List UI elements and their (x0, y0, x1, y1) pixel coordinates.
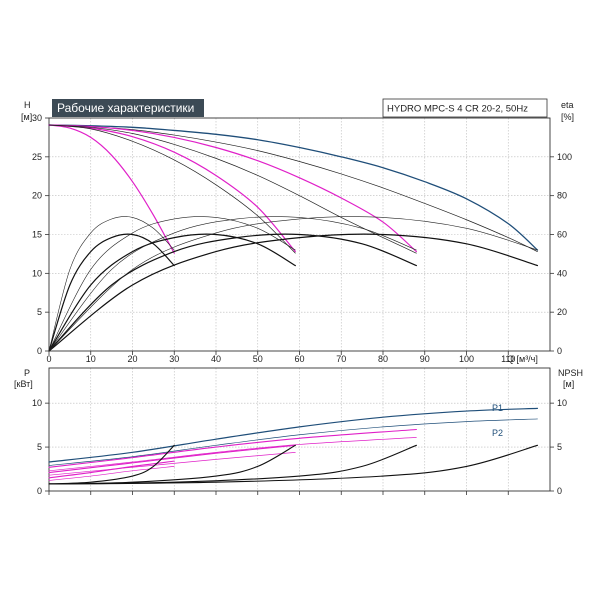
p-tick-label: 0 (37, 486, 42, 496)
q-tick-label: 30 (169, 354, 179, 364)
power-npsh-grid (48, 368, 550, 495)
curve-eta-3-thin (48, 216, 417, 352)
curve-head-max (48, 124, 539, 251)
head-eta-plot: 0 10 20 30 40 50 60 70 80 90 100 110 0 5 10 15 20 25 30 0… (21, 98, 574, 364)
curve-head-3 (48, 124, 417, 253)
curve-head-red-2 (48, 124, 296, 254)
q-tick-label: 0 (46, 354, 51, 364)
q-tick-label: 50 (253, 354, 263, 364)
eta-axis-label: eta (561, 100, 574, 110)
curve-p1 (48, 407, 539, 463)
eta-tick-label: 0 (557, 346, 562, 356)
curve-eta-1-thin (48, 216, 175, 352)
curve-eta-2 (48, 233, 296, 352)
h-tick-label: 30 (32, 113, 42, 123)
npsh-axis-ticks: 0 5 10 (550, 398, 567, 496)
q-tick-label: 40 (211, 354, 221, 364)
h-axis-label: H (24, 100, 31, 110)
power-npsh-curves (48, 407, 539, 485)
h-tick-label: 5 (37, 307, 42, 317)
model-label: HYDRO MPC-S 4 CR 20-2, 50Hz (387, 104, 528, 115)
curve-p2 (48, 418, 538, 466)
chart-title: Рабочие характеристики (57, 101, 194, 115)
q-tick-label: 70 (336, 354, 346, 364)
q-tick-label: 110 (501, 354, 515, 364)
curve-p1-3 (48, 428, 417, 468)
npsh-tick-label: 5 (557, 442, 562, 452)
h-tick-label: 15 (32, 230, 42, 240)
q-tick-label: 60 (294, 354, 304, 364)
eta-tick-label: 100 (557, 152, 572, 162)
npsh-tick-label: 10 (557, 398, 567, 408)
curve-p1-1 (48, 460, 175, 479)
curve-p2-1 (48, 466, 175, 481)
curve-head-red-4 (48, 124, 538, 252)
q-tick-label: 80 (378, 354, 388, 364)
q-tick-label: 10 (86, 354, 96, 364)
eta-tick-label: 80 (557, 191, 567, 201)
curve-npsh-4 (48, 444, 539, 485)
q-tick-label: 100 (459, 354, 474, 364)
p-axis-unit: [кВт] (14, 379, 33, 389)
chart-title-box (52, 99, 204, 117)
head-eta-curves (48, 124, 539, 352)
p-tick-label: 10 (32, 398, 42, 408)
curve-eta-2-thin (48, 216, 296, 352)
h-tick-label: 25 (32, 152, 42, 162)
eta-tick-label: 60 (557, 230, 567, 240)
q-axis-label: Q [м³/ч] (507, 354, 538, 364)
curve-eta-4-thin (48, 216, 538, 352)
h-tick-label: 20 (32, 191, 42, 201)
curve-eta-1 (48, 233, 175, 352)
eta-tick-label: 40 (557, 268, 567, 278)
q-tick-label: 90 (420, 354, 430, 364)
h-axis-unit: [м] (21, 112, 32, 122)
npsh-axis-unit: [м] (563, 379, 574, 389)
curve-eta-3 (48, 233, 417, 352)
eta-tick-label: 20 (557, 307, 567, 317)
eta-axis-ticks: 0 20 40 60 80 100 (550, 152, 572, 356)
curve-p1-2 (48, 444, 296, 474)
curve-head-2 (48, 124, 296, 253)
curve-head-1 (48, 124, 175, 254)
curve-p2-3 (48, 437, 417, 472)
h-tick-label: 10 (32, 268, 42, 278)
q-tick-label: 20 (127, 354, 137, 364)
power-npsh-frame (48, 367, 551, 492)
h-axis-ticks: 0 5 10 15 20 25 30 (32, 113, 49, 356)
x-axis-ticks: 0 10 20 30 40 50 60 70 80 90 100 110 (46, 351, 515, 364)
curve-eta-4 (48, 233, 539, 352)
eta-axis-unit: [%] (561, 112, 574, 122)
curve-p2-2 (48, 451, 296, 476)
npsh-axis-label: NPSH (558, 368, 583, 378)
h-tick-label: 0 (37, 346, 42, 356)
p-axis-label: P (24, 368, 30, 378)
npsh-tick-label: 0 (557, 486, 562, 496)
series-label-p1: P1 (492, 403, 503, 413)
series-label-p2: P2 (492, 428, 503, 438)
p-tick-label: 5 (37, 442, 42, 452)
curve-head-red-3 (48, 124, 417, 254)
model-label-box (382, 98, 548, 118)
p-axis-ticks: 0 5 10 (32, 398, 49, 496)
power-npsh-plot: 0 5 10 0 5 10 P [кВт] NPSH [м] P1 P2 (14, 367, 583, 496)
